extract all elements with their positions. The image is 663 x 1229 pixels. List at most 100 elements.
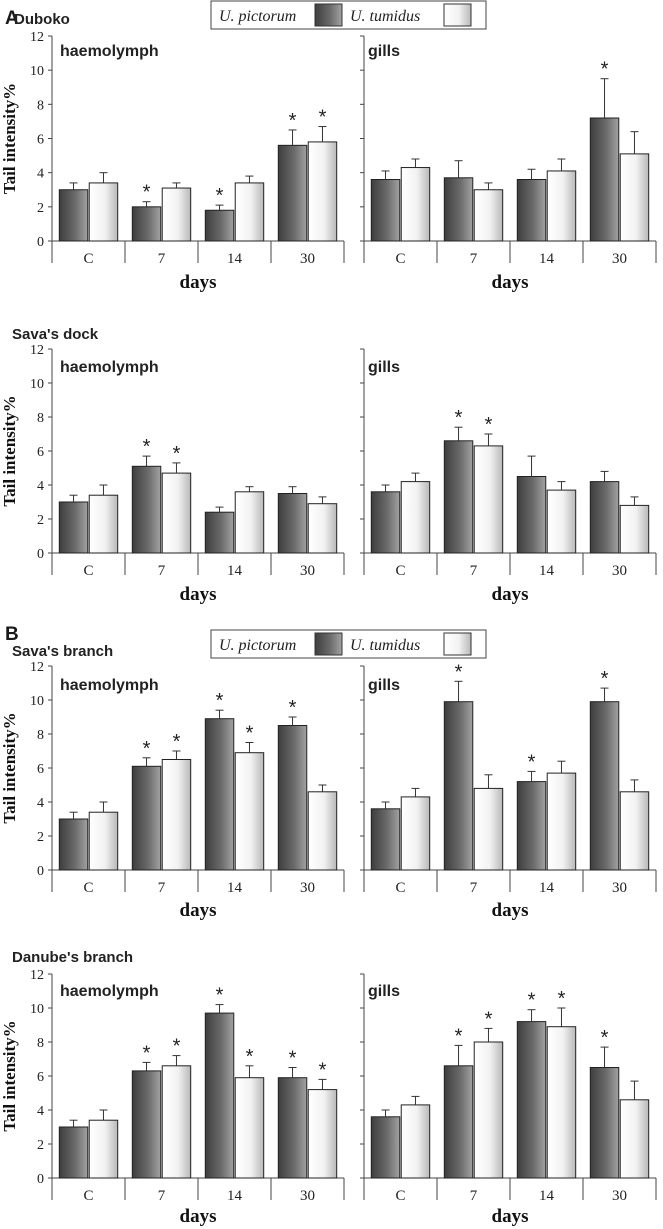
legend-label-pictorum: U. pictorum <box>219 8 296 25</box>
y-tick-label: 8 <box>37 728 44 743</box>
y-tick-label: 2 <box>37 513 44 528</box>
x-tick-label: 14 <box>539 1188 555 1204</box>
significance-star: * <box>143 436 151 458</box>
x-tick-label: C <box>395 880 405 896</box>
bar-pictorum <box>204 511 235 554</box>
y-tick-label: 4 <box>37 1104 44 1119</box>
x-tick-label: 30 <box>612 1188 627 1204</box>
x-tick-label: 7 <box>470 251 478 267</box>
bar-tumidus <box>546 170 577 242</box>
bar-pictorum <box>58 818 89 871</box>
bar-tumidus <box>307 1089 338 1179</box>
significance-star: * <box>455 1025 463 1047</box>
bar-tumidus <box>473 1041 504 1179</box>
bar-tumidus <box>161 187 192 242</box>
bar-tumidus <box>234 491 265 554</box>
bar-tumidus <box>400 167 431 242</box>
significance-star: * <box>289 110 297 132</box>
legend-box <box>210 629 487 659</box>
x-tick-label: 30 <box>300 1188 315 1204</box>
bar-tumidus <box>307 503 338 554</box>
bar-tumidus <box>88 811 119 871</box>
chart-haemolymph: Danube's branch haemolymph 0 2 4 6 8 10 12 Tail i… <box>0 949 345 1227</box>
y-tick-label: 2 <box>37 830 44 845</box>
tissue-label: haemolymph <box>60 983 159 1000</box>
x-axis-title: days <box>492 900 529 921</box>
bar-pictorum <box>131 765 162 871</box>
y-axis-title: Tail intensity% <box>0 395 19 506</box>
y-tick-label: 12 <box>30 968 44 983</box>
y-tick-label: 12 <box>30 343 44 358</box>
x-tick-label: 7 <box>470 1188 478 1204</box>
y-tick-label: 10 <box>30 694 44 709</box>
y-tick-label: 2 <box>37 201 44 216</box>
legend-label-pictorum: U. pictorum <box>219 637 296 654</box>
x-axis-title: days <box>180 272 217 293</box>
bar-tumidus <box>88 494 119 554</box>
bar-pictorum <box>516 179 547 242</box>
bar-pictorum <box>370 491 401 554</box>
bar-tumidus <box>473 189 504 242</box>
tissue-label: gills <box>368 43 400 60</box>
bar-pictorum <box>443 1065 474 1179</box>
legend-swatch-pictorum <box>314 632 343 656</box>
y-tick-label: 10 <box>30 1002 44 1017</box>
significance-star: * <box>455 407 463 429</box>
bar-tumidus <box>161 759 192 871</box>
x-tick-label: 30 <box>300 563 315 579</box>
significance-star: * <box>216 185 224 207</box>
x-tick-label: 14 <box>539 880 555 896</box>
y-tick-label: 8 <box>37 98 44 113</box>
bar-tumidus <box>400 481 431 554</box>
x-axis-title: days <box>180 900 217 921</box>
bar-tumidus <box>307 141 338 242</box>
bar-tumidus <box>161 472 192 554</box>
bar-tumidus <box>88 182 119 242</box>
y-tick-label: 0 <box>37 547 44 562</box>
chart-gills: gills C 7 14 30 days * <box>360 35 657 293</box>
x-axis-title: days <box>492 1206 529 1227</box>
y-tick-label: 6 <box>37 762 44 777</box>
y-tick-label: 12 <box>30 30 44 45</box>
chart-gills: gills C 7 14 30 days * * <box>360 348 657 605</box>
significance-star: * <box>173 731 181 753</box>
bar-pictorum <box>58 189 89 242</box>
y-tick-label: 6 <box>37 133 44 148</box>
charts-container: Duboko haemolymph 0 2 4 6 8 10 12 Tail intensity%… <box>0 11 657 1227</box>
legend-label-tumidus: U. tumidus <box>350 637 420 654</box>
bar-pictorum <box>204 1012 235 1179</box>
significance-star: * <box>289 1048 297 1070</box>
y-axis-title: Tail intensity% <box>0 1020 19 1131</box>
x-tick-label: 7 <box>158 251 166 267</box>
x-axis-title: days <box>492 584 529 605</box>
bar-tumidus <box>546 489 577 554</box>
x-tick-label: 14 <box>227 880 243 896</box>
bar-pictorum <box>277 1077 308 1179</box>
bar-tumidus <box>88 1119 119 1179</box>
bar-pictorum <box>277 725 308 871</box>
significance-star: * <box>289 697 297 719</box>
x-tick-label: 30 <box>612 563 627 579</box>
significance-star: * <box>558 988 566 1010</box>
y-tick-label: 0 <box>37 1172 44 1187</box>
x-tick-label: C <box>83 563 93 579</box>
significance-star: * <box>528 751 536 773</box>
bar-tumidus <box>400 1104 431 1179</box>
bar-pictorum <box>443 177 474 242</box>
y-tick-label: 12 <box>30 660 44 675</box>
bar-pictorum <box>204 718 235 871</box>
significance-star: * <box>601 668 609 690</box>
legend-b: U. pictorum U. tumidus <box>210 629 487 659</box>
bar-tumidus <box>400 796 431 871</box>
bar-pictorum <box>277 493 308 554</box>
chart-gills: gills C 7 14 30 days * * * <box>360 661 657 921</box>
bar-tumidus <box>307 791 338 871</box>
y-tick-label: 6 <box>37 445 44 460</box>
x-axis-title: days <box>180 584 217 605</box>
x-tick-label: C <box>83 251 93 267</box>
tissue-label: gills <box>368 677 400 694</box>
significance-star: * <box>246 1046 254 1068</box>
x-tick-label: 7 <box>158 563 166 579</box>
bar-tumidus <box>546 1026 577 1179</box>
